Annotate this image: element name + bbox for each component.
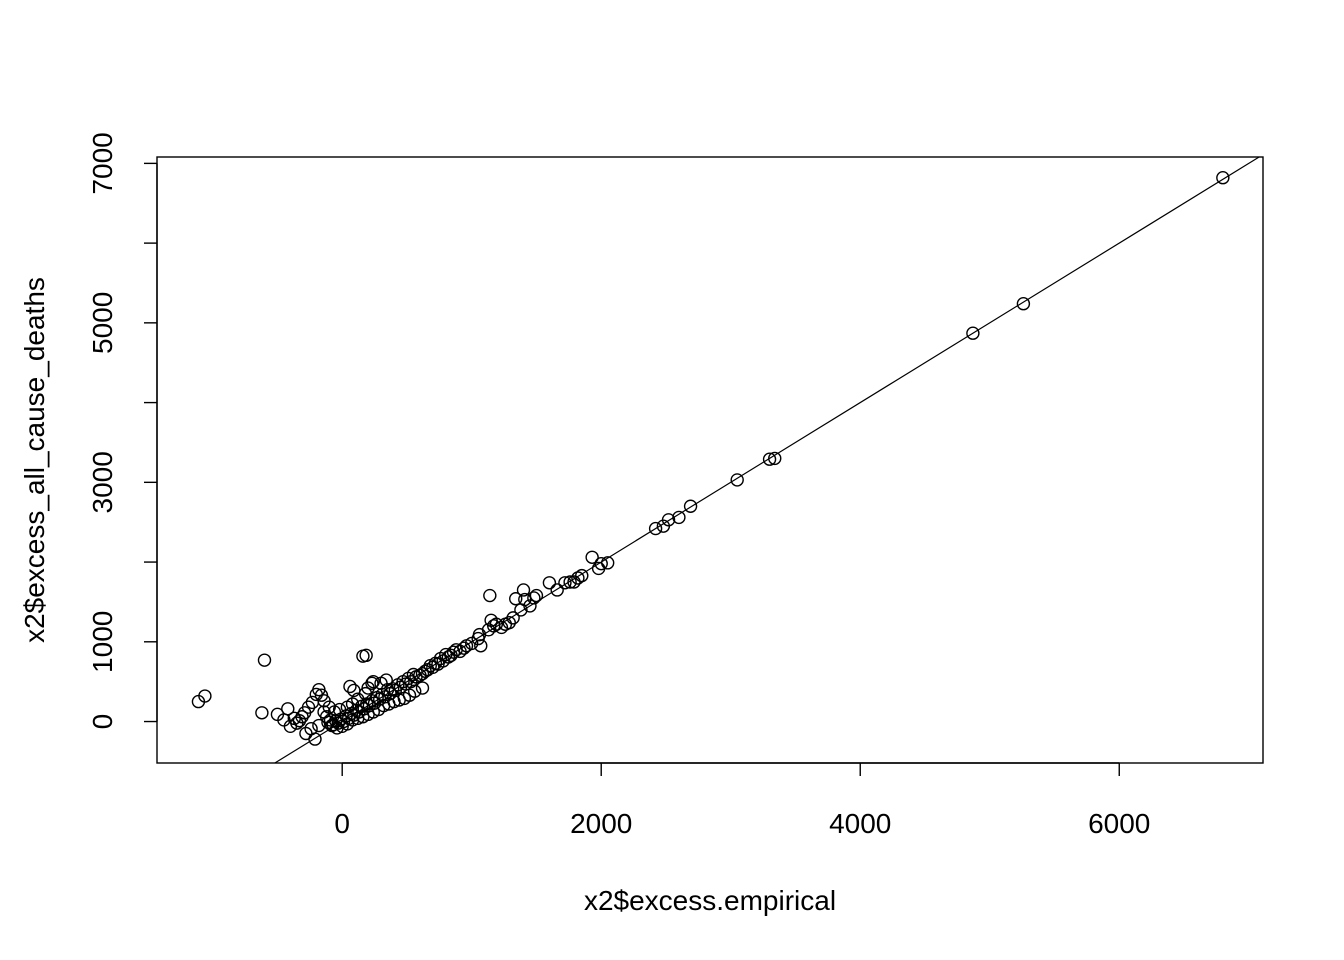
data-point [359, 648, 373, 663]
data-point [351, 711, 365, 726]
data-point [656, 519, 671, 533]
data-point [191, 694, 206, 709]
y-axis-label: x2$excess_all_cause_deaths [19, 277, 50, 643]
identity-line [274, 156, 1260, 764]
x-tick-label: 0 [334, 808, 350, 839]
y-tick-label: 7000 [87, 132, 118, 194]
data-point [563, 575, 577, 589]
data-point [379, 673, 393, 687]
data-point [255, 706, 269, 720]
data-point [335, 719, 349, 734]
data-point [966, 326, 980, 340]
points-layer [191, 171, 1230, 746]
data-point [591, 561, 606, 576]
data-point [323, 713, 338, 727]
y-tick-label: 5000 [87, 292, 118, 354]
data-point [648, 521, 663, 536]
y-tick-label: 1000 [87, 611, 118, 673]
x-axis: 0 2000 4000 6000 [334, 762, 1150, 839]
data-point [683, 499, 698, 513]
data-point [347, 683, 361, 698]
data-point [558, 576, 572, 590]
data-point [1216, 171, 1230, 185]
data-point [730, 473, 744, 487]
data-point [550, 583, 564, 597]
data-point [309, 687, 323, 702]
data-point [287, 711, 301, 726]
plot-frame [156, 156, 1264, 764]
x-tick-label: 4000 [829, 808, 891, 839]
data-point [527, 591, 541, 605]
y-tick-label: 0 [87, 714, 118, 730]
data-point [509, 592, 523, 606]
data-point [312, 718, 326, 733]
data-point [382, 697, 396, 711]
data-point [567, 575, 581, 589]
data-point [542, 576, 557, 590]
data-point [762, 452, 777, 466]
data-point [483, 588, 497, 603]
x-tick-label: 2000 [570, 808, 632, 839]
data-point [304, 722, 318, 736]
data-point [415, 666, 430, 681]
data-point [514, 603, 528, 617]
x-axis-label: x2$excess.empirical [584, 885, 836, 916]
y-axis: 0 1000 3000 5000 7000 [87, 132, 158, 730]
data-point [340, 700, 355, 714]
data-point [257, 653, 272, 667]
data-point [484, 613, 498, 627]
data-point [768, 451, 782, 466]
data-point [672, 510, 686, 525]
data-point [305, 695, 320, 710]
data-point [343, 679, 357, 694]
data-point [529, 588, 544, 603]
data-point [366, 674, 380, 689]
x-tick-label: 6000 [1088, 808, 1150, 839]
data-point [1016, 297, 1031, 311]
data-point [299, 726, 313, 741]
data-point [571, 571, 585, 585]
data-point [270, 707, 285, 722]
data-point [585, 550, 599, 564]
data-point [365, 676, 379, 690]
y-tick-label: 3000 [87, 451, 118, 513]
data-point [415, 681, 430, 695]
data-point [516, 583, 531, 597]
